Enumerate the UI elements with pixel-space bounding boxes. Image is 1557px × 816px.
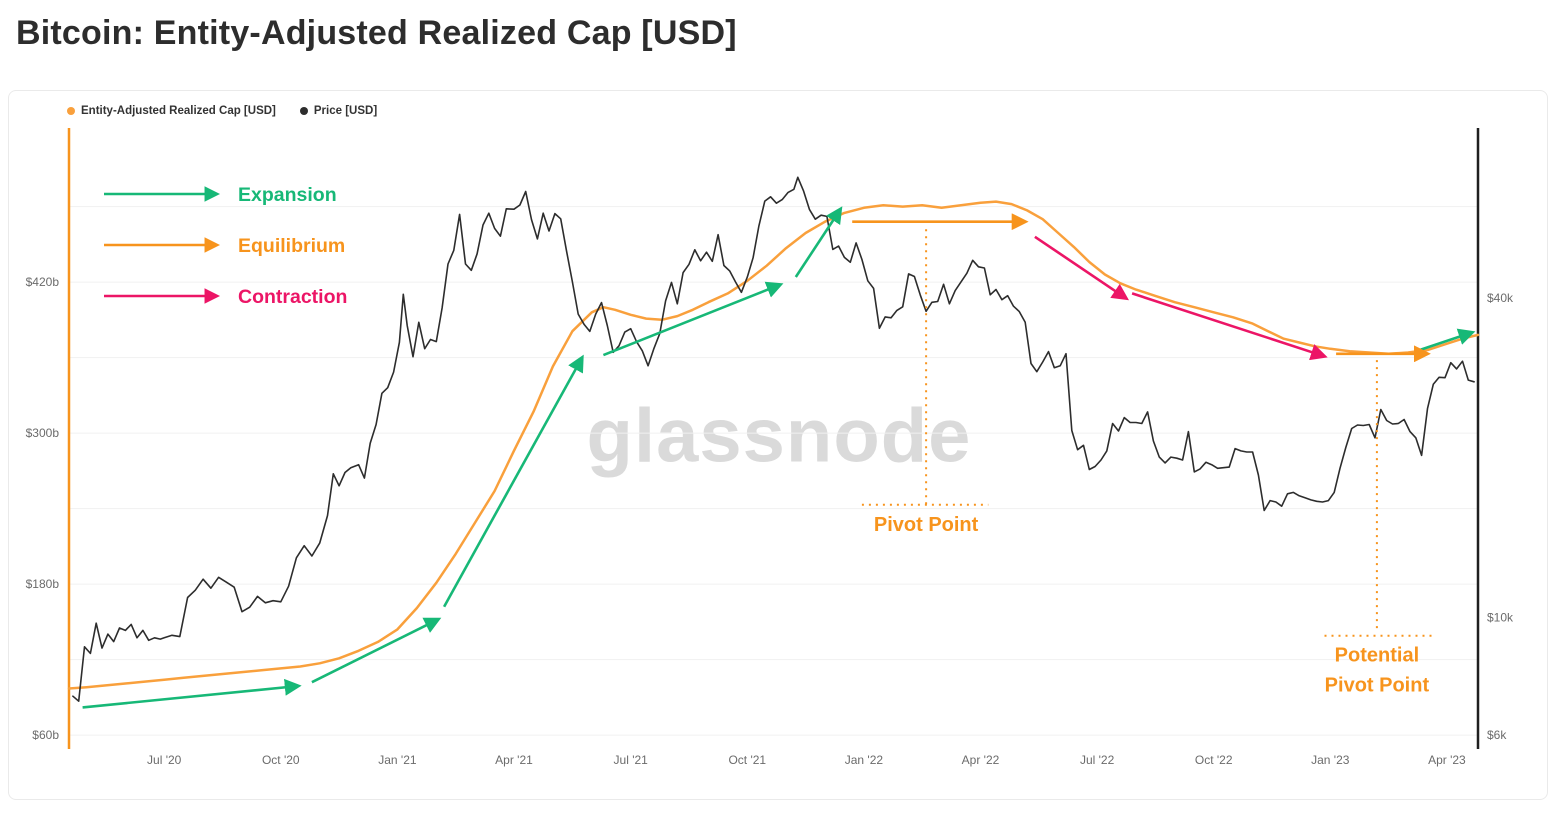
y-right-tick-label: $6k — [1487, 728, 1507, 742]
annotation-arrow — [794, 206, 843, 278]
annotation-arrow — [1419, 328, 1476, 352]
pivot-label: Potential — [1335, 645, 1419, 667]
annotation-arrow — [82, 678, 302, 709]
series-line-1 — [72, 176, 1475, 703]
chart-legend: Entity-Adjusted Realized Cap [USD] Price … — [67, 105, 377, 117]
x-tick-label: Apr '23 — [1428, 753, 1466, 767]
key-label: Contraction — [238, 286, 347, 308]
y-right-tick-label: $40k — [1487, 291, 1514, 305]
chart-card: Entity-Adjusted Realized Cap [USD] Price … — [8, 90, 1548, 800]
series-line-0 — [67, 200, 1480, 690]
x-tick-label: Jul '21 — [614, 753, 649, 767]
legend-dot — [67, 107, 75, 115]
annotation-arrow — [311, 617, 442, 684]
legend-label: Price [USD] — [313, 105, 378, 117]
y-left-tick-label: $300b — [26, 426, 60, 440]
x-tick-label: Oct '21 — [728, 753, 766, 767]
y-left-tick-label: $60b — [32, 728, 59, 742]
x-tick-label: Apr '22 — [962, 753, 1000, 767]
pivot-label: Pivot Point — [874, 514, 979, 536]
chart-plot: Expansion Equilibrium Contraction Pivot Poi… — [26, 128, 1514, 767]
annotation-arrow — [1034, 235, 1130, 301]
page-title: Bitcoin: Entity-Adjusted Realized Cap [U… — [16, 14, 737, 52]
y-left-tick-label: $180b — [26, 577, 60, 591]
x-tick-label: Jan '22 — [845, 753, 884, 767]
legend-dot — [299, 107, 308, 115]
glassnode-watermark: glassnode — [586, 393, 972, 479]
pivot-label: Pivot Point — [1325, 675, 1430, 697]
x-tick-label: Oct '22 — [1195, 753, 1233, 767]
x-tick-label: Jul '22 — [1080, 753, 1115, 767]
key-label: Equilibrium — [238, 235, 345, 257]
annotation-arrow — [602, 281, 784, 357]
annotation-arrow — [1131, 292, 1328, 361]
legend-label: Entity-Adjusted Realized Cap [USD] — [81, 105, 276, 117]
annotation-arrow — [442, 354, 584, 608]
x-tick-label: Jan '21 — [378, 753, 417, 767]
key-label: Expansion — [238, 184, 337, 206]
y-left-tick-label: $420b — [26, 275, 60, 289]
y-right-tick-label: $10k — [1487, 610, 1514, 624]
legend-item[interactable]: Entity-Adjusted Realized Cap [USD] — [67, 105, 276, 117]
x-tick-label: Apr '21 — [495, 753, 533, 767]
x-tick-label: Jul '20 — [147, 753, 182, 767]
x-tick-label: Jan '23 — [1311, 753, 1350, 767]
x-tick-label: Oct '20 — [262, 753, 300, 767]
legend-item[interactable]: Price [USD] — [299, 105, 378, 117]
